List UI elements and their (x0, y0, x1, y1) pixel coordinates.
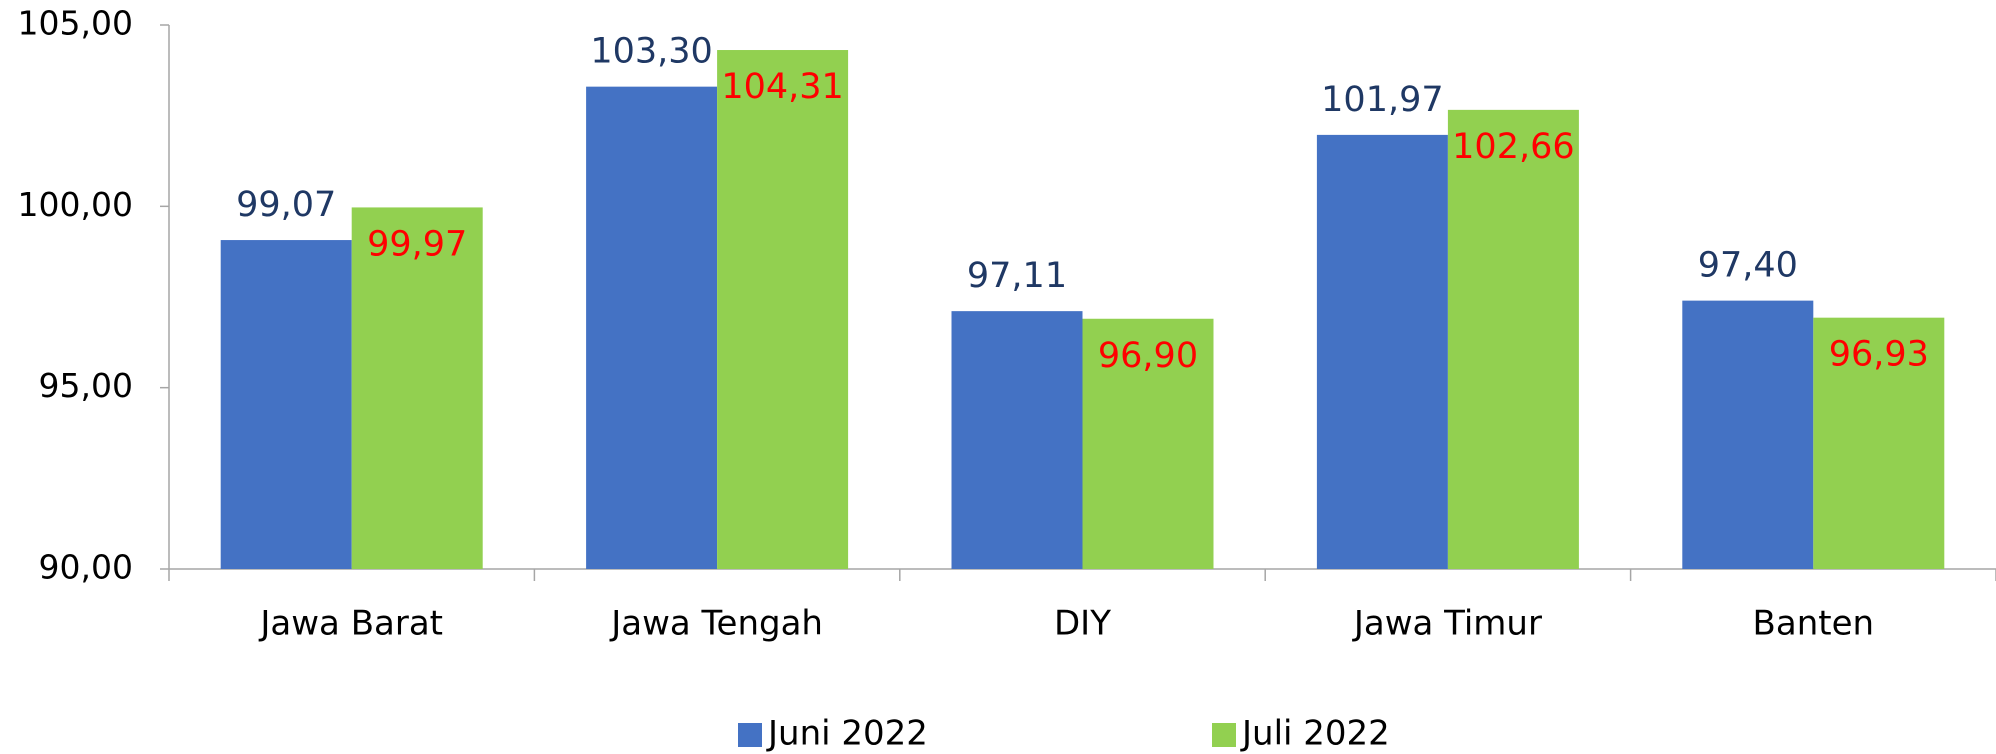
value-label: 96,90 (1098, 336, 1198, 376)
value-label: 99,97 (367, 224, 467, 264)
bar (1447, 109, 1579, 569)
y-tick-label: 95,00 (39, 366, 133, 405)
value-label: 99,07 (236, 185, 336, 225)
bar (1082, 318, 1214, 569)
value-label: 103,30 (590, 32, 712, 72)
y-tick-label: 105,00 (18, 4, 133, 43)
bar (717, 50, 849, 570)
bar (351, 207, 483, 569)
x-tick-label: Jawa Timur (1352, 604, 1542, 644)
legend-swatch (738, 723, 762, 747)
value-label: 104,31 (721, 67, 843, 107)
bar (220, 240, 352, 569)
y-tick-label: 90,00 (39, 548, 133, 587)
x-tick-label: Jawa Barat (258, 604, 443, 644)
bar (1813, 317, 1945, 569)
value-label: 101,97 (1321, 80, 1443, 120)
value-label: 97,40 (1698, 246, 1798, 286)
legend-label: Juni 2022 (766, 714, 928, 754)
legend-label: Juli 2022 (1240, 714, 1390, 754)
legend-swatch (1212, 723, 1236, 747)
value-label: 96,93 (1829, 335, 1929, 375)
bar (1682, 300, 1814, 569)
bar (586, 86, 718, 570)
y-tick-label: 100,00 (18, 185, 133, 224)
value-label: 97,11 (967, 256, 1067, 296)
x-tick-label: Jawa Tengah (609, 604, 823, 644)
value-label: 102,66 (1452, 127, 1574, 167)
bar (1316, 134, 1448, 569)
x-tick-label: DIY (1054, 604, 1111, 644)
bar (951, 311, 1083, 569)
x-tick-label: Banten (1753, 604, 1875, 644)
